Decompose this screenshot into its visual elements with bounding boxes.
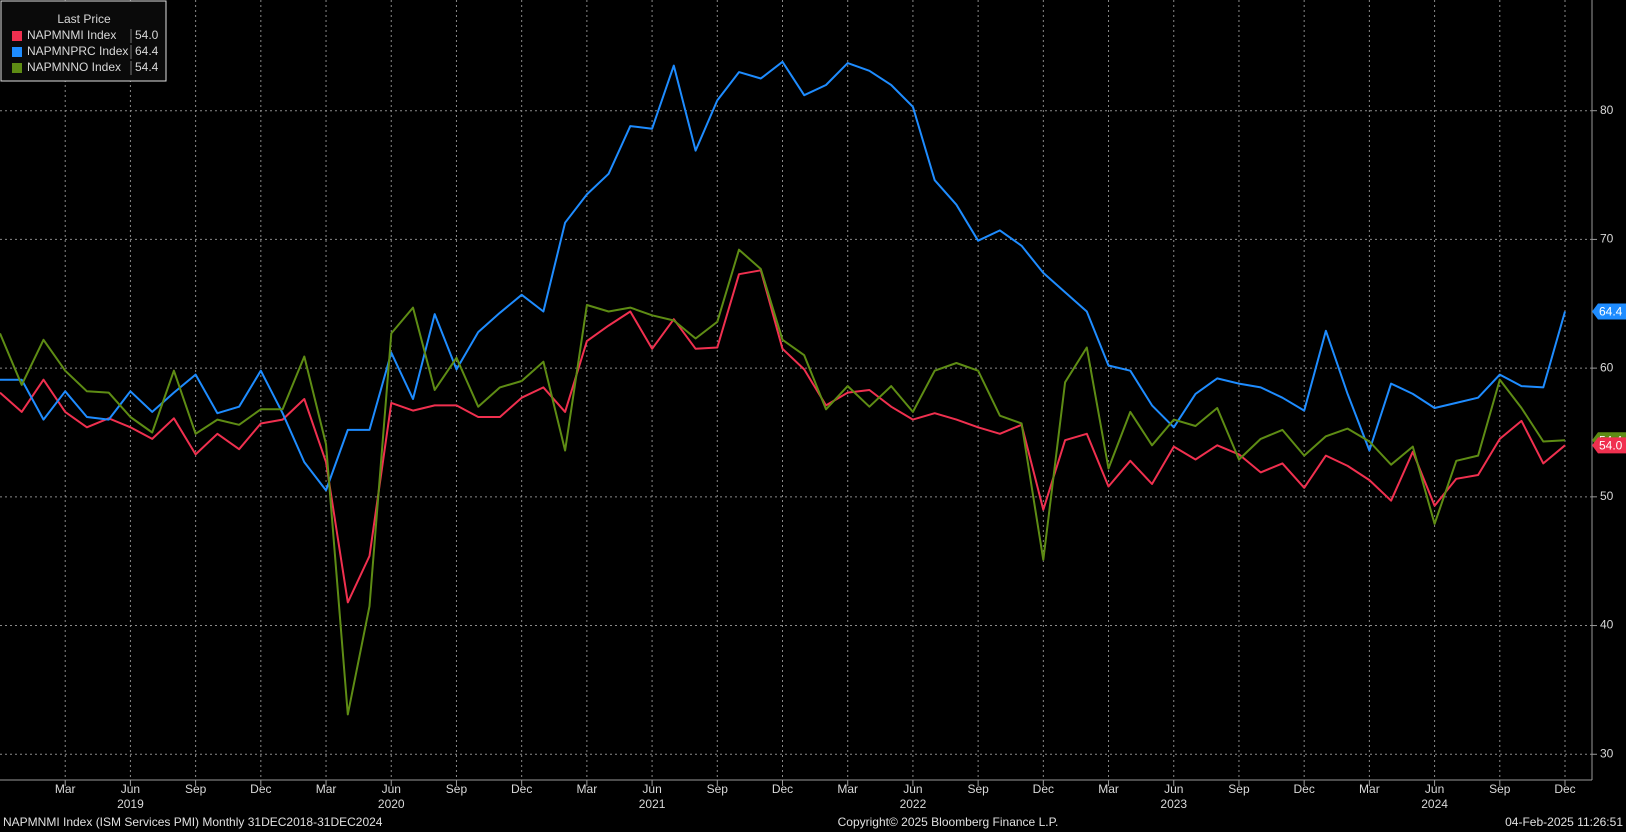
year-label: 2019	[117, 797, 144, 811]
year-label: 2020	[378, 797, 405, 811]
x-tick-label: Dec	[1293, 782, 1314, 796]
x-tick-label: Mar	[1098, 782, 1119, 796]
grid	[0, 0, 1592, 780]
value-tag-label: 64.4	[1599, 305, 1623, 319]
x-tick-label: Mar	[55, 782, 76, 796]
x-tick-label: Mar	[837, 782, 858, 796]
x-tick-label: Jun	[382, 782, 401, 796]
axes: 30 40 50 60 70 80 Mar Jun Sep Dec Mar Jun Sep Dec Mar J…	[55, 103, 1626, 811]
x-tick-label: Mar	[1359, 782, 1380, 796]
legend-value: 64.4	[135, 44, 159, 58]
legend-value: 54.4	[135, 60, 159, 74]
legend-swatch	[12, 31, 22, 41]
x-tick-label: Sep	[1228, 782, 1250, 796]
x-tick-label: Dec	[1554, 782, 1575, 796]
lines	[0, 60, 1566, 716]
x-tick-label: Mar	[577, 782, 598, 796]
y-tick-label: 80	[1600, 103, 1614, 117]
y-tick-label: 60	[1600, 360, 1614, 374]
x-tick-label: Jun	[642, 782, 661, 796]
x-tick-label: Sep	[446, 782, 468, 796]
legend-label: NAPMNMI Index	[27, 28, 116, 42]
year-label: 2023	[1160, 797, 1187, 811]
y-tick-label: 40	[1600, 618, 1614, 632]
series-line	[0, 248, 1566, 716]
legend-title: Last Price	[57, 12, 111, 26]
x-tick-label: Dec	[772, 782, 793, 796]
footer-right: 04-Feb-2025 11:26:51	[1505, 815, 1623, 829]
year-label: 2021	[639, 797, 666, 811]
footer-left: NAPMNMI Index (ISM Services PMI) Monthly…	[3, 815, 383, 829]
legend: Last Price NAPMNMI Index 54.0 NAPMNPRC Ind…	[0, 0, 167, 82]
x-tick-label: Sep	[707, 782, 729, 796]
x-tick-label: Jun	[121, 782, 140, 796]
y-tick-label: 30	[1600, 746, 1614, 760]
year-label: 2022	[900, 797, 927, 811]
y-tick-label: 50	[1600, 489, 1614, 503]
x-tick-label: Dec	[1033, 782, 1054, 796]
x-tick-label: Sep	[185, 782, 207, 796]
legend-swatch	[12, 47, 22, 57]
x-tick-label: Jun	[1164, 782, 1183, 796]
y-tick-label: 70	[1600, 232, 1614, 246]
legend-value: 54.0	[135, 28, 159, 42]
x-tick-label: Sep	[967, 782, 989, 796]
legend-label: NAPMNPRC Index	[27, 44, 128, 58]
x-tick-label: Jun	[1425, 782, 1444, 796]
year-label: 2024	[1421, 797, 1448, 811]
x-tick-label: Jun	[903, 782, 922, 796]
footer-center: Copyright© 2025 Bloomberg Finance L.P.	[838, 815, 1059, 829]
value-tag	[1592, 437, 1626, 454]
legend-box	[0, 0, 167, 82]
value-tag-label: 54.0	[1599, 439, 1623, 453]
value-tag	[1592, 303, 1626, 320]
legend-label: NAPMNNO Index	[27, 60, 121, 74]
x-tick-label: Dec	[511, 782, 532, 796]
legend-swatch	[12, 63, 22, 73]
x-tick-label: Mar	[316, 782, 337, 796]
x-tick-label: Dec	[250, 782, 271, 796]
series-line	[0, 269, 1566, 604]
x-tick-label: Sep	[1489, 782, 1511, 796]
series-line	[0, 60, 1566, 492]
